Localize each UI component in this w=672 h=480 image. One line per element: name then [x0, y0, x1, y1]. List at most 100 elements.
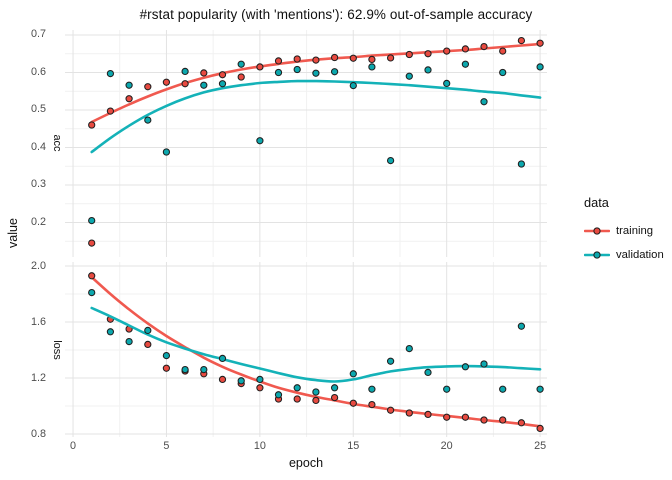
x-tick-label: 25 — [534, 440, 547, 452]
data-point-training — [461, 413, 470, 421]
data-point-validation — [499, 68, 507, 77]
legend-entry-label: validation — [616, 249, 664, 261]
data-point-training — [218, 375, 227, 384]
data-point-validation — [274, 391, 283, 399]
y-tick-label: 0.4 — [30, 140, 46, 153]
legend-key-validation — [584, 251, 610, 259]
data-point-validation — [181, 67, 189, 76]
data-point-validation — [256, 375, 264, 384]
data-point-validation — [443, 79, 451, 88]
data-point-validation — [218, 80, 227, 88]
data-point-validation — [181, 365, 189, 374]
data-point-training — [218, 71, 227, 79]
data-point-validation — [368, 63, 376, 71]
y-tick-label: 0.5 — [30, 103, 46, 116]
data-point-training — [368, 400, 376, 409]
legend-key-point — [593, 251, 601, 259]
data-point-validation — [386, 357, 395, 365]
data-point-validation — [330, 68, 339, 76]
data-point-validation — [424, 368, 432, 377]
data-point-validation — [443, 385, 451, 393]
panel-acc — [65, 30, 547, 257]
data-point-training — [517, 36, 526, 45]
data-point-training — [88, 239, 96, 247]
data-point-validation — [499, 385, 507, 393]
data-point-validation — [368, 385, 376, 393]
data-point-training — [405, 409, 413, 417]
data-point-validation — [162, 351, 171, 360]
y-tick-label: 1.6 — [30, 315, 46, 328]
data-point-training — [256, 384, 264, 392]
y-tick-label: 0.3 — [30, 178, 46, 191]
legend-entries: training validation — [584, 219, 664, 267]
data-point-training — [88, 272, 96, 280]
x-tick-label: 0 — [70, 440, 77, 452]
data-point-training — [88, 121, 96, 129]
data-point-validation — [106, 69, 115, 78]
data-point-training — [480, 42, 488, 51]
data-point-validation — [125, 81, 133, 89]
data-point-validation — [405, 344, 413, 353]
data-point-training — [330, 393, 339, 402]
data-point-validation — [144, 326, 152, 335]
data-point-validation — [312, 69, 320, 77]
data-point-validation — [162, 148, 171, 156]
data-point-training — [424, 410, 432, 419]
x-tick-label: 15 — [347, 440, 360, 452]
data-point-training — [424, 50, 432, 58]
data-point-training — [162, 364, 171, 372]
data-point-training — [349, 54, 357, 62]
y-tick-label: 2.0 — [30, 259, 46, 272]
data-point-validation — [461, 60, 470, 68]
data-point-training — [237, 73, 245, 81]
data-point-training — [144, 83, 152, 91]
data-point-validation — [517, 160, 526, 168]
y-tick-label: 1.2 — [30, 371, 46, 384]
data-point-validation — [200, 81, 208, 89]
data-point-validation — [293, 65, 301, 74]
data-point-validation — [480, 98, 488, 106]
y-tick-label: 0.6 — [30, 65, 46, 78]
data-point-validation — [125, 337, 133, 346]
data-point-training — [368, 55, 376, 64]
data-point-training — [200, 69, 208, 77]
data-point-validation — [256, 137, 264, 145]
legend-title: data — [584, 195, 609, 210]
data-point-validation — [237, 60, 245, 68]
data-point-training — [293, 395, 301, 403]
data-point-training — [536, 424, 544, 433]
x-tick-label: 5 — [163, 440, 170, 452]
data-point-validation — [349, 370, 357, 378]
legend-key-point — [593, 227, 601, 235]
smooth-line-validation — [90, 306, 542, 383]
data-point-training — [386, 406, 395, 414]
data-point-training — [443, 413, 451, 421]
x-tick-label: 20 — [440, 440, 453, 452]
data-point-validation — [274, 68, 283, 77]
data-point-training — [106, 107, 115, 115]
data-point-training — [256, 63, 264, 71]
data-point-validation — [144, 116, 152, 124]
data-point-validation — [106, 328, 115, 336]
smooth-line-validation — [90, 79, 542, 154]
data-point-training — [181, 80, 189, 88]
data-point-training — [330, 53, 339, 62]
data-point-validation — [405, 72, 413, 80]
data-point-validation — [536, 385, 544, 393]
legend: data training validation — [584, 195, 664, 267]
data-point-training — [162, 78, 171, 86]
data-point-training — [405, 50, 413, 59]
data-point-training — [312, 396, 320, 405]
data-point-validation — [517, 322, 526, 330]
y-tick-label: 0.7 — [30, 28, 46, 41]
data-point-training — [461, 45, 470, 53]
legend-entry-validation: validation — [584, 243, 664, 267]
data-point-validation — [88, 288, 96, 297]
data-point-training — [144, 340, 152, 349]
panel-loss — [65, 262, 547, 437]
data-point-validation — [312, 388, 320, 396]
data-point-training — [536, 39, 544, 47]
plot-title: #rstat popularity (with 'mentions'): 62.… — [139, 7, 533, 22]
data-point-training — [443, 47, 451, 55]
